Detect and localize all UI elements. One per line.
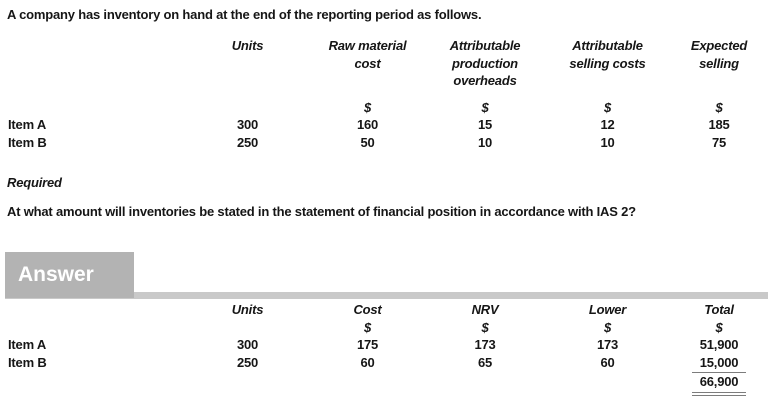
cell-units: 300 [236, 117, 259, 132]
cell-grand-total: 66,900 [670, 373, 768, 396]
intro-text: A company has inventory on hand at the e… [7, 7, 482, 22]
spacer-cell [545, 373, 670, 396]
currency-symbol: $ [715, 319, 723, 335]
currency-symbol: $ [481, 99, 489, 115]
currency-symbol: $ [715, 99, 723, 115]
cell-units: 250 [236, 134, 259, 150]
currency-symbol: $ [603, 319, 612, 335]
total-value: 51,900 [699, 337, 739, 352]
cell-selling-costs: 10 [600, 134, 615, 150]
col-header-units: Units [231, 302, 264, 317]
cell-overheads: 10 [477, 134, 493, 150]
cell-units: 300 [236, 337, 259, 352]
answer-table: Units Cost NRV Lower Total $ $ $ $ Item … [0, 301, 768, 396]
cell-expected: 75 [711, 134, 727, 150]
question-table: Units Raw material cost Attributable pro… [0, 37, 768, 151]
currency-row: $ $ $ $ [0, 319, 768, 337]
col-header-attributable-selling-costs: Attributable selling costs [569, 38, 646, 71]
row-label-item-a: Item A [8, 337, 47, 352]
spacer-cell [0, 90, 185, 117]
cell-selling-costs: 12 [600, 117, 615, 132]
table-row: Item A 300 160 15 12 185 [0, 116, 768, 134]
question-text: At what amount will inventories be state… [7, 204, 636, 219]
spacer-cell [0, 373, 185, 396]
spacer-cell [0, 37, 185, 90]
cell-overheads: 15 [477, 117, 493, 132]
total-value-underlined: 15,000 [692, 354, 746, 373]
spacer-cell [185, 319, 310, 337]
cell-nrv: 65 [477, 354, 493, 370]
col-header-lower: Lower [588, 302, 627, 317]
spacer-cell [310, 373, 425, 396]
cell-nrv: 173 [474, 337, 496, 352]
cell-raw-material: 50 [360, 134, 375, 150]
answer-table-header-row: Units Cost NRV Lower Total [0, 301, 768, 319]
col-header-attributable-production-overheads: Attributable production overheads [449, 38, 521, 88]
spacer-cell [0, 301, 185, 319]
cell-raw-material: 160 [356, 117, 379, 132]
currency-symbol: $ [363, 319, 372, 335]
answer-banner-label: Answer [18, 263, 94, 286]
cell-expected: 185 [708, 117, 730, 132]
cell-total: 51,900 [670, 336, 768, 354]
table-row: Item B 250 50 10 10 75 [0, 134, 768, 152]
col-header-total: Total [704, 302, 734, 317]
col-header-cost: Cost [353, 302, 382, 317]
row-label-item-a: Item A [8, 117, 47, 132]
question-table-header-row: Units Raw material cost Attributable pro… [0, 37, 768, 90]
answer-banner-strip [5, 292, 768, 299]
currency-symbol: $ [603, 99, 612, 115]
spacer-cell [185, 373, 310, 396]
cell-cost: 175 [356, 337, 379, 352]
currency-symbol: $ [481, 319, 489, 335]
col-header-units: Units [231, 38, 264, 53]
table-row: Item A 300 175 173 173 51,900 [0, 336, 768, 354]
row-label-item-b: Item B [8, 354, 47, 370]
cell-cost: 60 [360, 354, 375, 370]
currency-symbol: $ [363, 99, 372, 115]
required-label: Required [7, 175, 62, 190]
col-header-nrv: NRV [471, 302, 499, 317]
grand-total-row: 66,900 [0, 373, 768, 396]
col-header-raw-material-cost: Raw material cost [328, 38, 407, 71]
row-label-item-b: Item B [8, 134, 47, 150]
spacer-cell [425, 373, 545, 396]
answer-banner: Answer [5, 252, 134, 298]
cell-lower: 173 [596, 337, 619, 352]
spacer-cell [0, 319, 185, 337]
cell-lower: 60 [600, 354, 615, 370]
col-header-expected-selling: Expected selling [690, 38, 748, 71]
currency-row: $ $ $ $ [0, 90, 768, 117]
grand-total-value: 66,900 [692, 373, 746, 396]
spacer-cell [185, 90, 310, 117]
cell-total: 15,000 [670, 354, 768, 373]
cell-units: 250 [236, 354, 259, 370]
table-row: Item B 250 60 65 60 15,000 [0, 354, 768, 373]
